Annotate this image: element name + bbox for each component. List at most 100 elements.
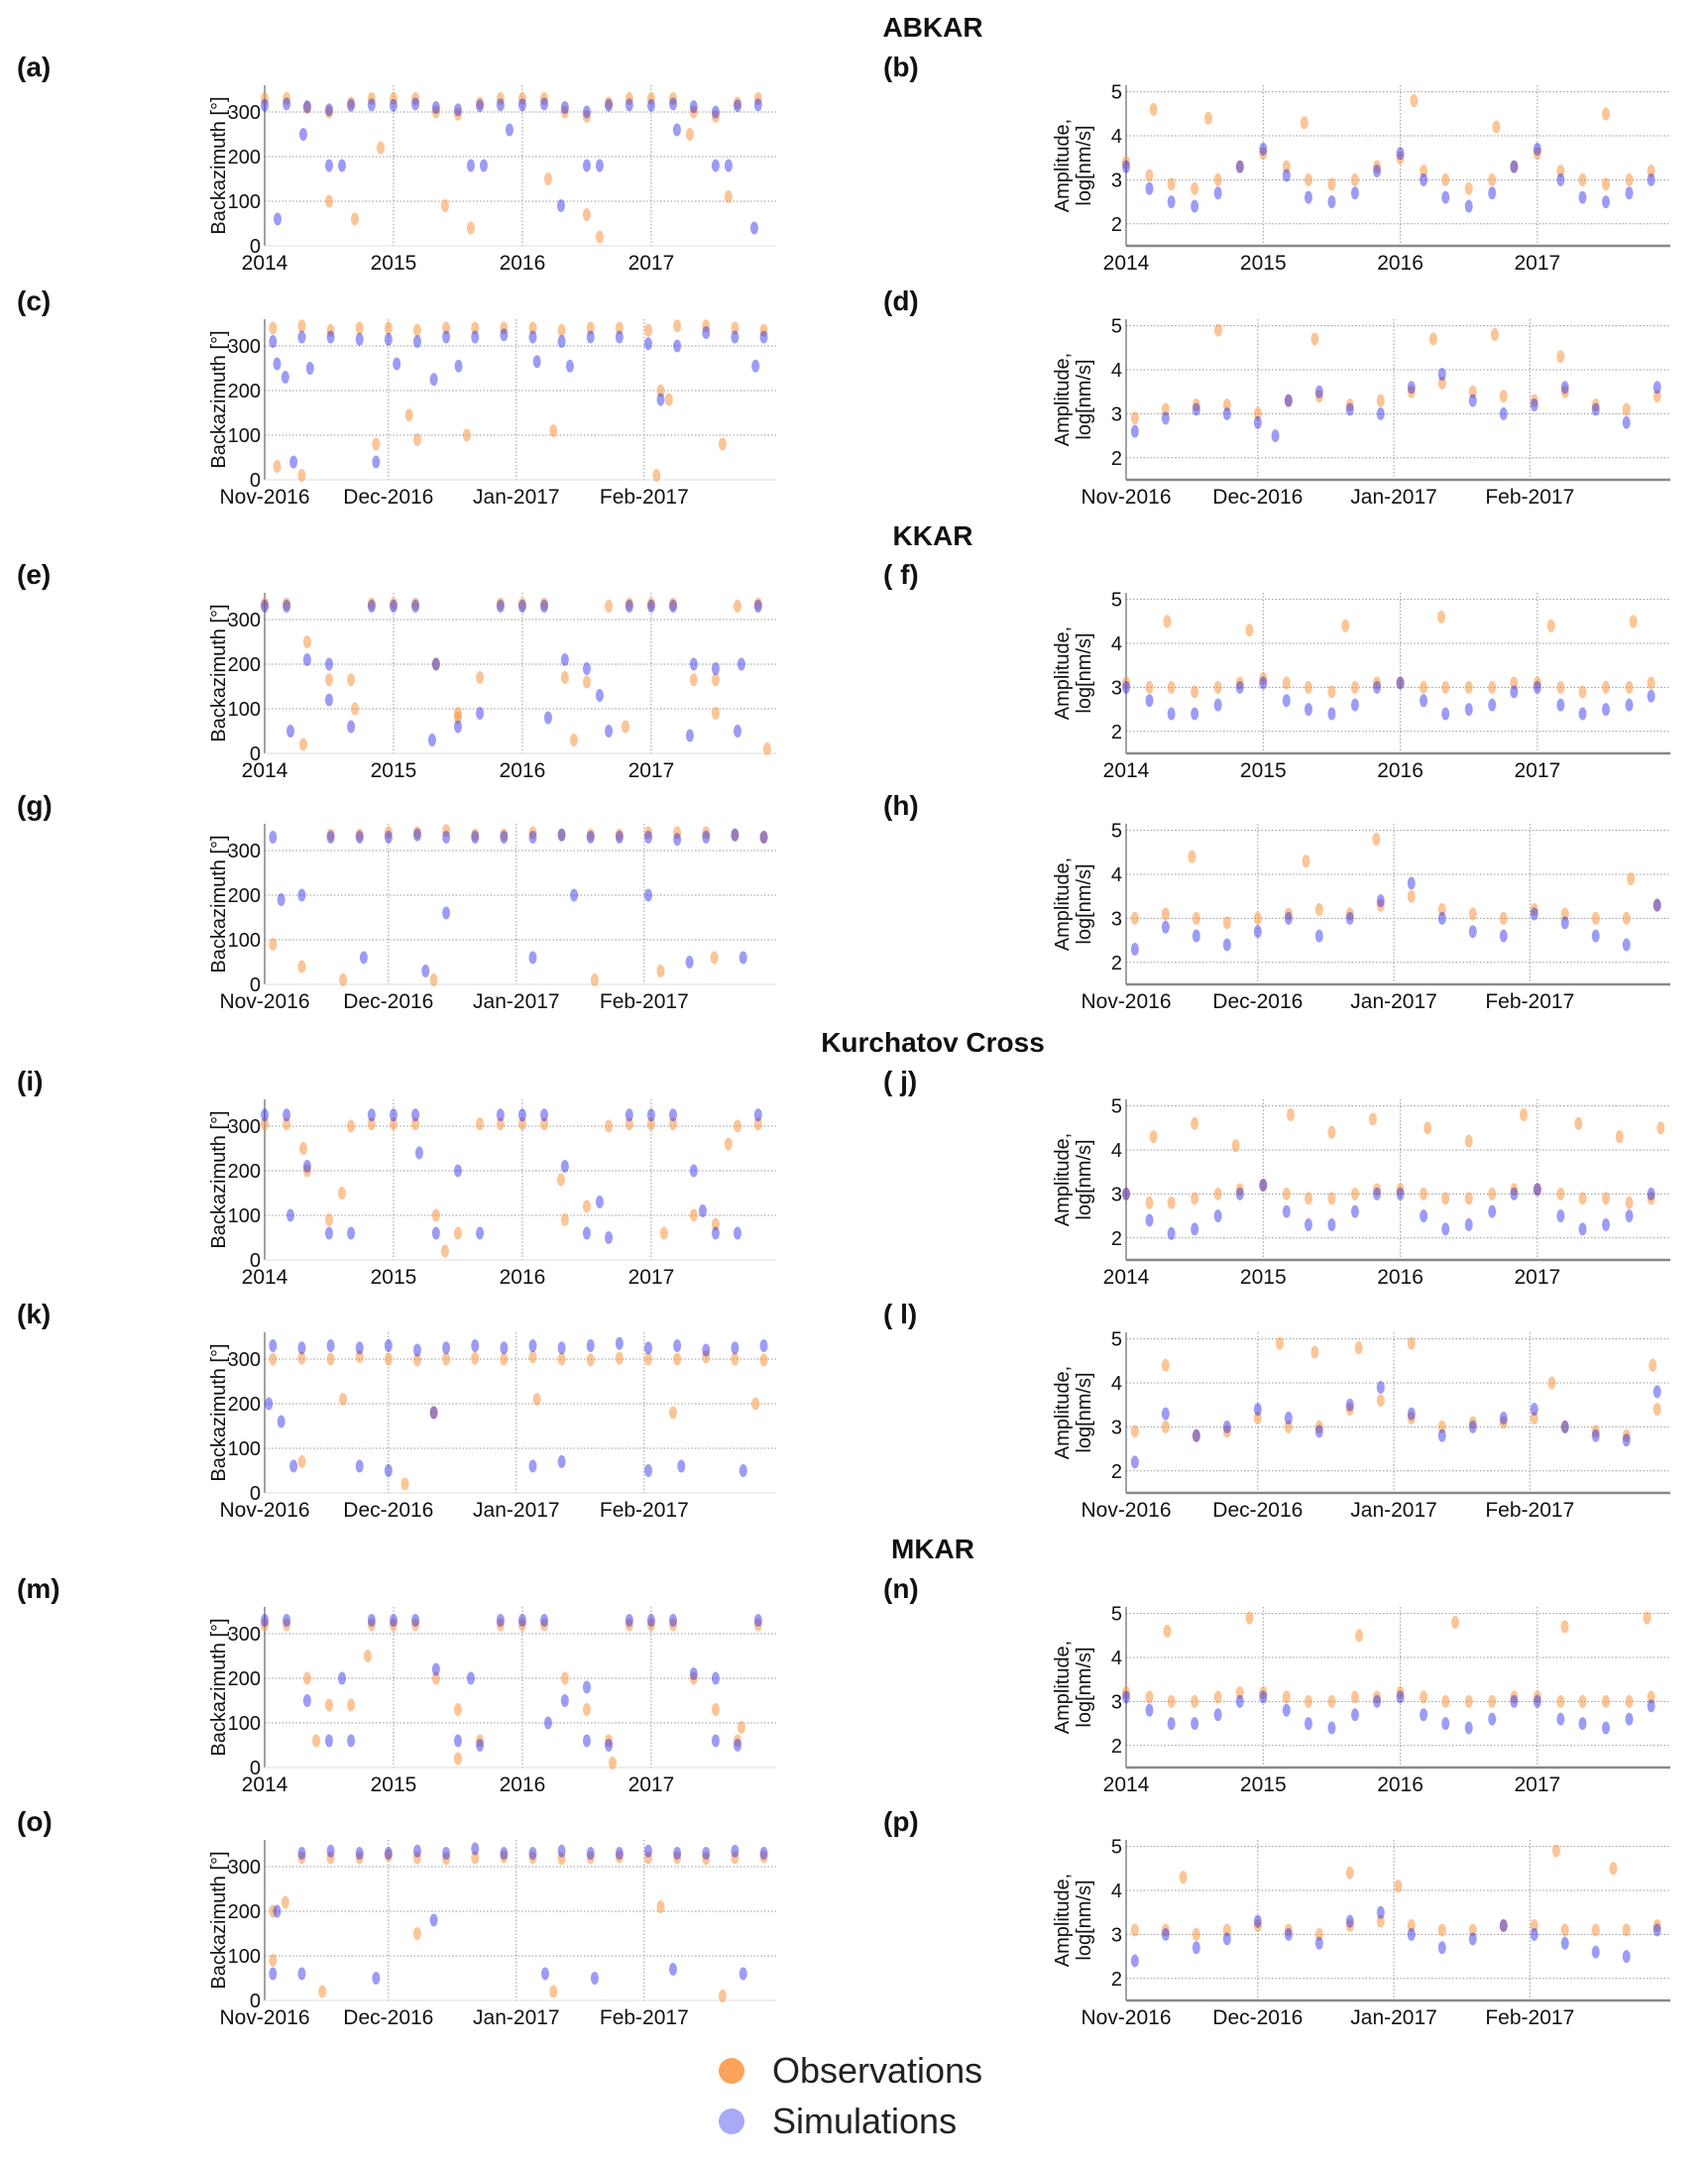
data-point-observations (586, 1851, 595, 1865)
data-point-simulations (384, 1847, 393, 1860)
data-point-observations (615, 828, 624, 842)
legend-simulations: Simulations (719, 2101, 957, 2142)
data-point-simulations (1556, 1209, 1565, 1223)
data-point-observations (532, 1393, 541, 1406)
data-point-observations (644, 1352, 652, 1366)
data-point-observations (517, 1618, 526, 1632)
x-tick-label: Jan-2017 (473, 2006, 560, 2029)
data-point-observations (1161, 1358, 1170, 1372)
data-point-simulations (1253, 415, 1262, 429)
data-point-observations (1625, 1196, 1634, 1209)
data-point-observations (1314, 1420, 1323, 1433)
data-point-simulations (1161, 1407, 1170, 1421)
data-point-observations (702, 1852, 711, 1866)
x-tick-label: 2014 (1103, 759, 1150, 782)
y-tick-label: 300 (228, 841, 261, 862)
data-point-observations (557, 323, 566, 337)
y-tick-label: 2 (1111, 1736, 1122, 1758)
series-observations (269, 1849, 768, 2002)
data-point-observations (673, 826, 682, 840)
data-point-observations (753, 92, 762, 105)
panel-label: (e) (17, 559, 52, 590)
data-point-observations (731, 321, 740, 335)
data-point-observations (411, 1618, 420, 1632)
data-point-observations (302, 1164, 311, 1178)
data-point-observations (646, 92, 655, 105)
data-point-simulations (1556, 172, 1565, 186)
data-point-simulations (1145, 1703, 1154, 1717)
data-point-observations (412, 323, 421, 337)
data-point-observations (1578, 685, 1587, 699)
data-point-simulations (1510, 685, 1519, 699)
data-point-observations (1259, 672, 1268, 686)
data-point-simulations (1625, 1209, 1634, 1223)
data-point-observations (1192, 399, 1200, 412)
data-point-observations (590, 973, 599, 986)
data-point-observations (1578, 172, 1587, 186)
data-point-observations (500, 1352, 509, 1366)
data-point-simulations (759, 1847, 768, 1860)
data-point-simulations (673, 1847, 682, 1860)
y-axis-label: Backazimuth [°] (208, 1851, 230, 1989)
data-point-simulations (500, 1847, 509, 1860)
data-point-simulations (1213, 1209, 1222, 1223)
series-simulations (261, 97, 762, 235)
y-tick-label: 2 (1111, 214, 1122, 236)
data-point-observations (1652, 1919, 1661, 1933)
data-point-observations (659, 1226, 668, 1240)
data-point-observations (560, 105, 569, 119)
data-point-simulations (1345, 1914, 1354, 1928)
x-tick-label: 2015 (371, 1266, 417, 1289)
data-point-simulations (1130, 942, 1139, 956)
data-point-simulations (496, 1614, 505, 1627)
data-point-observations (1245, 1611, 1254, 1625)
data-point-observations (540, 597, 549, 611)
data-point-observations (753, 1618, 762, 1632)
data-point-simulations (384, 1464, 393, 1477)
data-point-observations (1163, 615, 1172, 628)
data-point-observations (1647, 165, 1655, 178)
data-point-simulations (500, 1341, 509, 1355)
data-point-observations (1428, 332, 1437, 346)
scatter-plot-d: 2 3 4 5 Nov-2016 Dec-2016 Jan-2017 Feb-2017 Ampl… (1052, 316, 1670, 509)
data-point-simulations (677, 1459, 686, 1473)
data-point-observations (1441, 172, 1450, 186)
data-point-simulations (285, 725, 294, 738)
data-point-observations (753, 597, 762, 611)
data-point-observations (1373, 1690, 1382, 1704)
data-point-simulations (1327, 195, 1336, 209)
data-point-simulations (281, 371, 289, 384)
data-point-simulations (1235, 160, 1244, 173)
data-point-observations (1578, 1192, 1587, 1205)
data-point-simulations (1191, 1717, 1199, 1731)
data-point-simulations (324, 1226, 333, 1240)
x-tick-label: 2016 (500, 759, 546, 782)
y-tick-label: 4 (1111, 864, 1122, 886)
y-axis-label: Backazimuth [°] (208, 330, 230, 468)
x-tick-label: Jan-2017 (1350, 486, 1437, 509)
data-point-observations (1145, 680, 1154, 694)
y-tick-label: 3 (1111, 1691, 1122, 1713)
data-point-simulations (615, 330, 624, 344)
data-point-simulations (273, 1904, 282, 1918)
legend-simulations-label: Simulations (772, 2101, 958, 2141)
data-point-observations (1191, 1694, 1199, 1708)
data-point-simulations (277, 1415, 285, 1428)
data-point-observations (1327, 177, 1336, 191)
data-point-simulations (582, 159, 591, 172)
data-point-observations (1253, 1412, 1262, 1426)
data-point-observations (711, 1703, 720, 1716)
data-point-simulations (1253, 1914, 1262, 1928)
data-point-observations (1284, 907, 1293, 921)
data-point-simulations (1396, 1187, 1405, 1200)
data-point-simulations (702, 1343, 711, 1357)
data-point-simulations (453, 1164, 462, 1178)
x-tick-label: Feb-2017 (600, 2006, 689, 2029)
data-point-simulations (1602, 1217, 1611, 1231)
data-point-simulations (389, 1108, 398, 1122)
y-tick-label: 3 (1111, 1417, 1122, 1438)
data-point-observations (500, 1850, 509, 1864)
y-tick-label: 5 (1111, 1096, 1122, 1118)
data-point-simulations (540, 600, 549, 613)
data-point-simulations (625, 1614, 633, 1627)
